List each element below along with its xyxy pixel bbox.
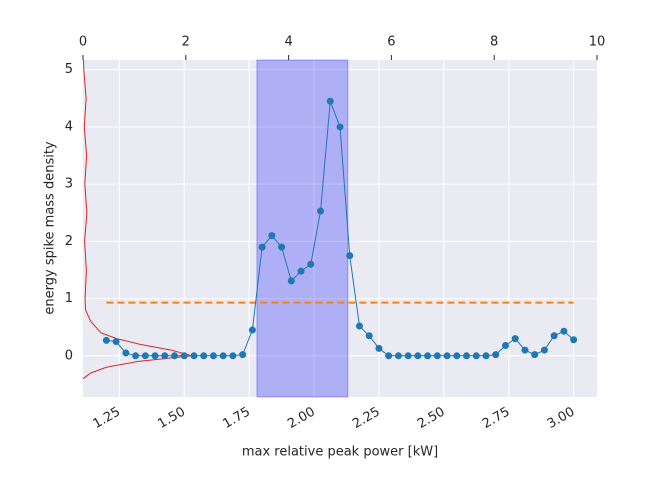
data-point bbox=[385, 352, 393, 360]
data-point bbox=[570, 336, 578, 344]
x-tick-label: 1.25 bbox=[91, 405, 124, 432]
data-point bbox=[180, 352, 188, 360]
data-point bbox=[297, 267, 305, 275]
data-point bbox=[550, 332, 558, 340]
data-point bbox=[433, 352, 441, 360]
y-tick-label: 0 bbox=[65, 348, 73, 363]
data-point bbox=[511, 335, 519, 343]
data-point bbox=[200, 352, 208, 360]
x-tick-label: 2.75 bbox=[480, 405, 513, 432]
data-point bbox=[365, 332, 373, 340]
data-point bbox=[453, 352, 461, 360]
data-point bbox=[355, 322, 363, 330]
data-point bbox=[540, 346, 548, 354]
y-tick-label: 1 bbox=[65, 291, 73, 306]
data-point bbox=[112, 338, 120, 346]
data-point bbox=[248, 326, 256, 334]
data-point bbox=[560, 327, 568, 335]
data-point bbox=[278, 243, 286, 251]
x2-tick-label: 2 bbox=[182, 35, 190, 50]
highlight-span bbox=[256, 59, 349, 398]
y-axis-label: energy spike mass density bbox=[43, 141, 58, 315]
y-tick-label: 4 bbox=[65, 119, 73, 134]
density-curve bbox=[82, 59, 193, 380]
data-point bbox=[132, 352, 140, 360]
x-axis-label: max relative peak power [kW] bbox=[242, 445, 438, 460]
data-point bbox=[414, 352, 422, 360]
data-point bbox=[482, 352, 490, 360]
x-tick-label: 2.00 bbox=[285, 405, 318, 432]
data-point bbox=[190, 352, 198, 360]
x-tick-label: 1.50 bbox=[155, 405, 188, 432]
x-tick-label: 3.00 bbox=[545, 405, 578, 432]
data-point bbox=[161, 352, 169, 360]
y-tick-label: 5 bbox=[65, 62, 73, 77]
data-point bbox=[258, 243, 266, 251]
x2-tick-label: 10 bbox=[589, 35, 606, 50]
x-tick-label: 1.75 bbox=[220, 405, 253, 432]
data-point bbox=[141, 352, 149, 360]
data-point bbox=[122, 349, 130, 357]
x2-tick-label: 4 bbox=[284, 35, 292, 50]
x2-tick-label: 6 bbox=[387, 35, 395, 50]
x-tick-label: 2.50 bbox=[415, 405, 448, 432]
data-point bbox=[404, 352, 412, 360]
data-point bbox=[521, 346, 529, 354]
data-point bbox=[268, 232, 276, 240]
data-point bbox=[394, 352, 402, 360]
data-point bbox=[229, 352, 237, 360]
data-point bbox=[171, 352, 179, 360]
data-point bbox=[424, 352, 432, 360]
data-point bbox=[209, 352, 217, 360]
data-point bbox=[501, 342, 509, 350]
data-point bbox=[219, 352, 227, 360]
data-point bbox=[443, 352, 451, 360]
data-point bbox=[307, 260, 315, 268]
data-point bbox=[102, 336, 110, 344]
data-point bbox=[287, 277, 295, 285]
data-point bbox=[336, 123, 344, 131]
y-tick-label: 3 bbox=[65, 177, 73, 192]
data-point bbox=[317, 207, 325, 215]
data-point bbox=[326, 97, 334, 105]
data-point bbox=[151, 352, 159, 360]
data-point bbox=[375, 344, 383, 352]
data-point bbox=[472, 352, 480, 360]
x2-tick-label: 8 bbox=[490, 35, 498, 50]
data-point bbox=[492, 351, 500, 359]
x2-tick-label: 0 bbox=[79, 35, 87, 50]
data-point bbox=[531, 351, 539, 359]
data-point bbox=[346, 252, 354, 260]
data-point bbox=[239, 351, 247, 359]
data-point bbox=[463, 352, 471, 360]
x-tick-label: 2.25 bbox=[350, 405, 383, 432]
y-tick-label: 2 bbox=[65, 234, 73, 249]
